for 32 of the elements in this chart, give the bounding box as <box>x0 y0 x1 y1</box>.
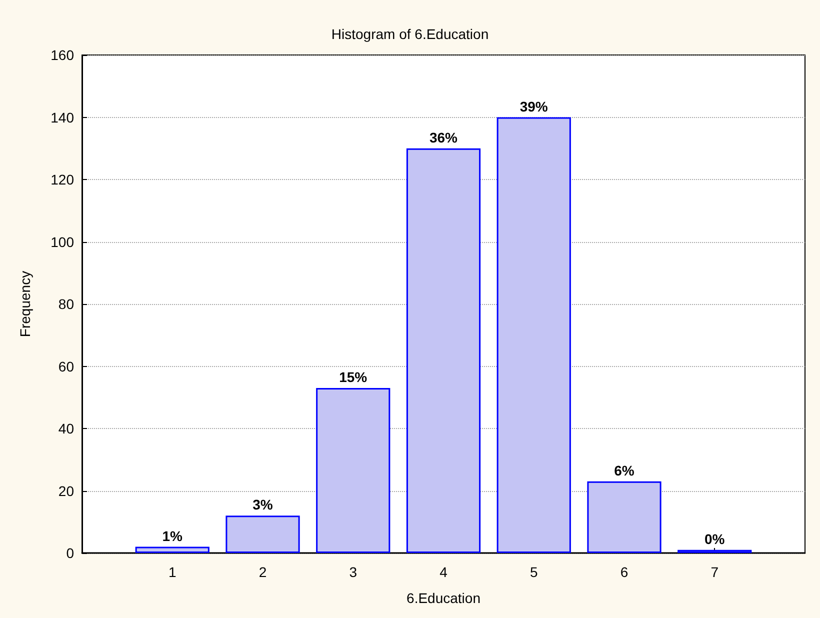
chart-title: Histogram of 6.Education <box>331 26 489 42</box>
annotation: 1% <box>162 528 184 544</box>
x-tick-label: 1 <box>168 564 176 580</box>
y-tick-label: 100 <box>50 234 74 250</box>
y-tick-label: 20 <box>58 482 74 499</box>
annotation: 15% <box>339 369 368 386</box>
annotation: 39% <box>520 98 548 114</box>
annotation: 0% <box>704 530 726 547</box>
annotation: 6% <box>614 462 635 478</box>
annotation: 36% <box>429 129 458 146</box>
bar <box>135 546 210 553</box>
x-tick-label: 6 <box>620 564 628 580</box>
x-tick-label: 4 <box>440 564 448 580</box>
y-tick-label: 160 <box>50 47 74 63</box>
x-axis-title: 6.Education <box>406 590 480 606</box>
y-tick-label: 120 <box>50 172 74 188</box>
y-tick-label: 140 <box>50 109 74 126</box>
annotation: 3% <box>252 496 274 513</box>
x-tick-label: 2 <box>258 564 267 580</box>
bar <box>406 148 481 553</box>
y-tick-label: 0 <box>66 545 74 561</box>
x-tick-label: 7 <box>710 564 719 580</box>
bar <box>316 388 390 553</box>
y-tick-label: 80 <box>58 296 74 312</box>
x-tick-label: 5 <box>530 564 538 580</box>
y-tick-label: 60 <box>58 358 74 374</box>
y-axis-title: Frequency <box>17 270 33 338</box>
x-tick-label: 3 <box>349 564 358 580</box>
bar <box>587 481 662 553</box>
y-tick-label: 40 <box>58 420 74 436</box>
bar <box>226 516 300 553</box>
bar <box>496 117 571 553</box>
